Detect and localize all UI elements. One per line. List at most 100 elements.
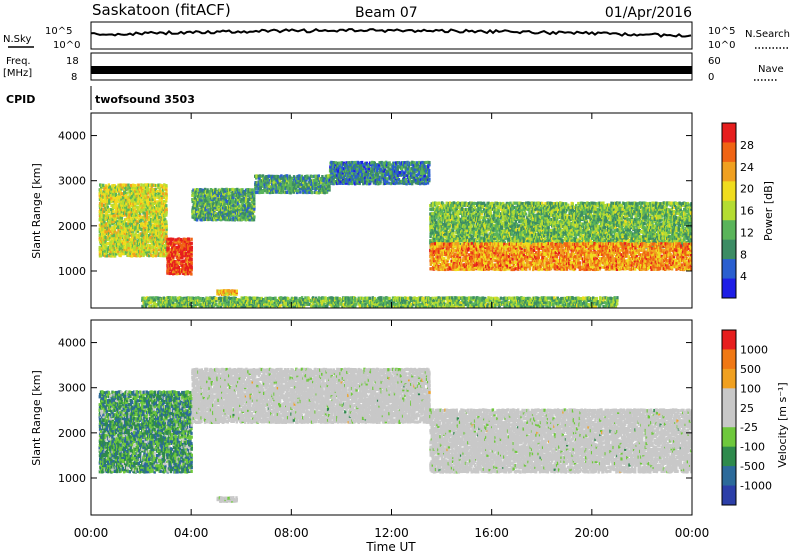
heatmap-cell (204, 189, 208, 194)
heatmap-cell (219, 202, 223, 206)
heatmap-cell (266, 176, 269, 180)
heatmap-cell (151, 203, 155, 208)
heatmap-cell (104, 202, 107, 206)
heatmap-cell (124, 213, 127, 217)
heatmap-cell (405, 167, 408, 171)
heatmap-cell (247, 208, 250, 212)
heatmap-cell (156, 235, 159, 239)
heatmap-cell (99, 232, 103, 236)
heatmap-cell (446, 226, 449, 230)
heatmap-cell (292, 190, 296, 194)
heatmap-cell (413, 171, 416, 175)
heatmap-cell (167, 261, 170, 265)
heatmap-cell (138, 211, 142, 215)
heatmap-cell (434, 218, 437, 222)
heatmap-cell (128, 217, 131, 221)
heatmap-cell (429, 207, 432, 211)
heatmap-cell (232, 216, 235, 220)
heatmap-cell (201, 213, 204, 217)
heatmap-cell (314, 174, 317, 178)
heatmap-cell (388, 181, 391, 185)
heatmap-cell (410, 167, 414, 171)
heatmap-cell (160, 192, 163, 196)
heatmap-cell (380, 169, 383, 173)
heatmap-cell (182, 241, 185, 245)
heatmap-cell (433, 203, 437, 207)
heatmap-cell (244, 207, 247, 212)
heatmap-cell (372, 173, 375, 177)
heatmap-cell (317, 174, 320, 178)
heatmap-cell (436, 224, 439, 228)
heatmap-cell (151, 201, 154, 205)
heatmap-cell (238, 204, 241, 208)
cpid-value: twofsound 3503 (95, 93, 195, 106)
heatmap-cell (252, 209, 256, 213)
heatmap-cell (100, 207, 104, 211)
heatmap-cell (110, 242, 113, 246)
heatmap-cell (111, 184, 114, 188)
heatmap-cell (142, 233, 145, 237)
heatmap-cell (280, 174, 283, 178)
heatmap-cell (440, 226, 443, 230)
heatmap-cell (178, 261, 182, 265)
heatmap-cell (350, 176, 354, 180)
heatmap-cell (120, 240, 124, 244)
heatmap-cell (259, 190, 262, 194)
heatmap-cell (144, 198, 147, 202)
heatmap-cell (103, 187, 106, 191)
heatmap-cell (195, 204, 199, 208)
heatmap-cell (196, 201, 199, 205)
heatmap-cell (350, 165, 353, 169)
heatmap-cell (311, 174, 315, 178)
heatmap-cell (156, 189, 159, 193)
heatmap-cell (162, 252, 166, 256)
heatmap-cell (157, 202, 160, 206)
heatmap-cell (435, 214, 439, 218)
heatmap-cell (429, 222, 432, 226)
heatmap-cell (259, 183, 262, 187)
heatmap-cell (122, 229, 125, 233)
heatmap-cell (99, 203, 103, 207)
heatmap-cell (113, 227, 117, 231)
heatmap-cell (151, 223, 155, 227)
heatmap-cell (114, 195, 117, 199)
heatmap-cell (246, 215, 249, 220)
heatmap-cell (99, 242, 103, 246)
heatmap-cell (141, 191, 144, 195)
heatmap-cell (342, 161, 346, 165)
heatmap-cell (220, 210, 224, 214)
heatmap-cell (240, 192, 243, 196)
heatmap-cell (159, 203, 162, 207)
heatmap-cell (258, 174, 262, 178)
heatmap-cell (158, 234, 161, 238)
heatmap-cell (192, 206, 195, 210)
heatmap-cell (196, 188, 199, 192)
heatmap-cell (296, 180, 299, 185)
heatmap-cell (219, 197, 223, 201)
heatmap-cell (144, 240, 148, 244)
heatmap-cell (421, 173, 424, 177)
heatmap-cell (158, 192, 161, 196)
heatmap-cell (441, 236, 445, 240)
heatmap-cell (431, 205, 435, 210)
heatmap-cell (275, 181, 278, 185)
heatmap-cell (217, 202, 221, 206)
heatmap-cell (431, 214, 434, 218)
heatmap-cell (202, 207, 205, 211)
heatmap-cell (437, 212, 440, 216)
heatmap-cell (242, 208, 245, 212)
heatmap-cell (153, 216, 157, 220)
heatmap-cell (161, 247, 165, 251)
heatmap-cell (151, 239, 154, 243)
heatmap-cell (240, 194, 243, 198)
heatmap-cell (161, 250, 165, 254)
heatmap-cell (139, 203, 143, 207)
heatmap-cell (285, 182, 289, 187)
heatmap-cell (317, 186, 320, 191)
heatmap-cell (141, 245, 144, 249)
heatmap-cell (181, 261, 184, 265)
heatmap-cell (368, 161, 372, 165)
heatmap-cell (146, 195, 150, 199)
heatmap-cell (155, 210, 159, 214)
heatmap-cell (155, 230, 159, 234)
